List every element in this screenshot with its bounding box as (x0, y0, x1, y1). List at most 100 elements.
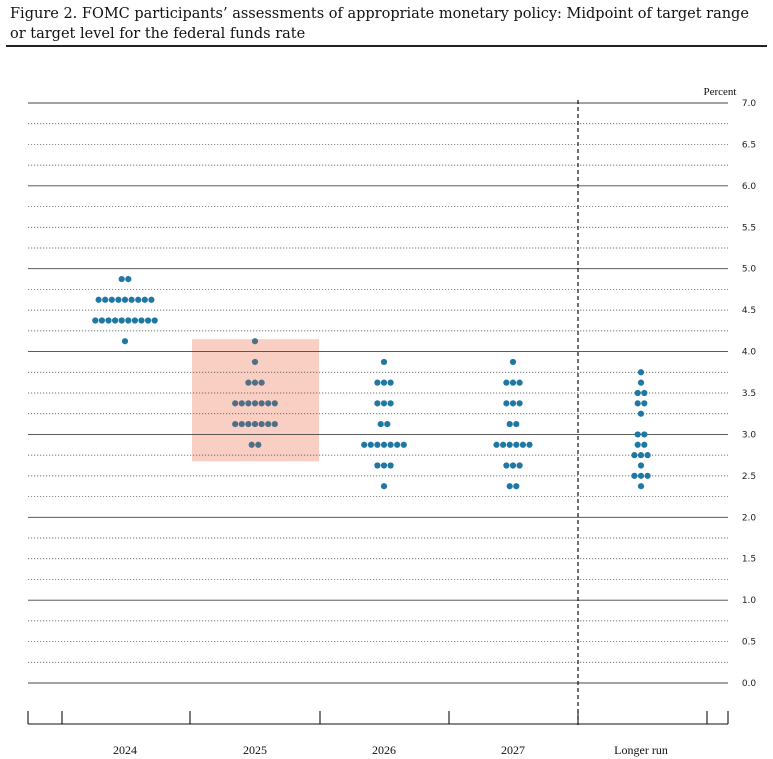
dot-2025 (238, 400, 245, 407)
dot-2025 (251, 338, 259, 345)
dot-2024 (98, 317, 105, 324)
dot-2027 (506, 483, 513, 490)
dot-2027 (509, 379, 517, 386)
dot-longer-run (637, 410, 645, 417)
dot-2026 (361, 441, 368, 448)
dot-longer-run (637, 483, 645, 490)
dot-2024 (108, 296, 115, 303)
dot-2024 (95, 296, 102, 303)
grid-layer (28, 102, 728, 684)
y-tick-label: 4.0 (742, 348, 757, 358)
dot-2025 (238, 420, 245, 428)
dot-2027 (493, 441, 500, 448)
y-tick-label: 5.0 (742, 265, 757, 275)
dot-2026 (380, 462, 388, 469)
dot-2024 (148, 296, 155, 303)
dot-2027 (519, 441, 527, 448)
dot-2024 (118, 275, 125, 283)
dot-2027 (506, 420, 513, 428)
y-tick-label: 2.5 (742, 472, 756, 482)
y-tick-label: 3.0 (742, 430, 757, 440)
dot-2025 (251, 379, 259, 386)
dot-2025 (255, 441, 262, 448)
dot-2024 (128, 296, 135, 303)
dot-longer-run (641, 389, 648, 397)
dot-2025 (258, 379, 265, 386)
dot-2025 (251, 358, 259, 366)
dot-2027 (509, 358, 517, 366)
axis-layer (27, 100, 729, 725)
dot-longer-run (644, 472, 651, 479)
dot-2027 (513, 441, 520, 448)
y-tick-label: 2.0 (742, 513, 757, 523)
dot-2026 (380, 379, 388, 386)
dot-2027 (506, 441, 513, 448)
dot-2024 (121, 296, 129, 303)
labels-layer: 0.0 0.5 1.0 1.5 2.0 2.5 3.0 3.5 4.0 4.5 5.0 5.5 6.0 6… (113, 86, 756, 757)
dot-2026 (377, 420, 384, 428)
dot-2024 (135, 296, 142, 303)
dot-longer-run (637, 369, 645, 376)
dot-2027 (503, 379, 510, 386)
dot-2027 (516, 400, 523, 407)
dot-2025 (271, 420, 278, 428)
dot-2025 (245, 379, 252, 386)
dot-2026 (384, 420, 391, 428)
dot-2026 (374, 400, 381, 407)
dot-2026 (394, 441, 401, 448)
dot-longer-run (641, 400, 648, 407)
dot-2024 (115, 296, 122, 303)
dot-2024 (145, 317, 152, 324)
dot-2026 (367, 441, 374, 448)
category-label: 2027 (501, 743, 525, 757)
dot-2027 (513, 483, 520, 490)
dot-2027 (513, 420, 520, 428)
dot-longer-run (634, 389, 641, 397)
dot-2026 (380, 483, 388, 490)
dot-2024 (138, 317, 145, 324)
dot-longer-run (637, 452, 645, 459)
dot-2025 (258, 400, 265, 407)
dot-2026 (380, 441, 388, 448)
dot-2025 (258, 420, 265, 428)
dot-longer-run (641, 441, 648, 448)
dot-longer-run (634, 400, 641, 407)
highlight-box (192, 339, 319, 462)
dot-2025 (251, 400, 259, 407)
dot-2026 (374, 441, 381, 448)
y-tick-label: 4.5 (742, 306, 756, 316)
dots-layer (92, 275, 651, 490)
dot-2025 (265, 400, 272, 407)
dot-2027 (503, 400, 510, 407)
dot-2026 (380, 400, 388, 407)
highlight-layer (192, 339, 319, 462)
y-tick-label: 1.0 (742, 596, 757, 606)
y-tick-label: 7.0 (742, 99, 757, 109)
unit-label: Percent (704, 86, 737, 98)
category-label: Longer run (614, 743, 668, 757)
dot-longer-run (637, 472, 645, 479)
dot-2026 (400, 441, 407, 448)
dot-2026 (387, 400, 394, 407)
dot-2024 (125, 317, 132, 324)
dot-longer-run (641, 431, 648, 438)
dot-2024 (121, 338, 129, 345)
dot-longer-run (644, 452, 651, 459)
dot-2025 (232, 400, 239, 407)
dot-2026 (387, 441, 394, 448)
dot-longer-run (631, 472, 638, 479)
dot-2024 (105, 317, 112, 324)
dot-2024 (118, 317, 125, 324)
dot-2025 (271, 400, 278, 407)
category-label: 2024 (113, 743, 137, 757)
dot-2027 (500, 441, 507, 448)
dot-2026 (374, 462, 381, 469)
dot-2027 (516, 379, 523, 386)
y-tick-label: 1.5 (742, 555, 756, 565)
y-tick-label: 6.0 (742, 182, 757, 192)
dot-2027 (509, 400, 517, 407)
dot-2027 (516, 462, 523, 469)
dot-2025 (251, 420, 259, 428)
dot-longer-run (634, 431, 641, 438)
